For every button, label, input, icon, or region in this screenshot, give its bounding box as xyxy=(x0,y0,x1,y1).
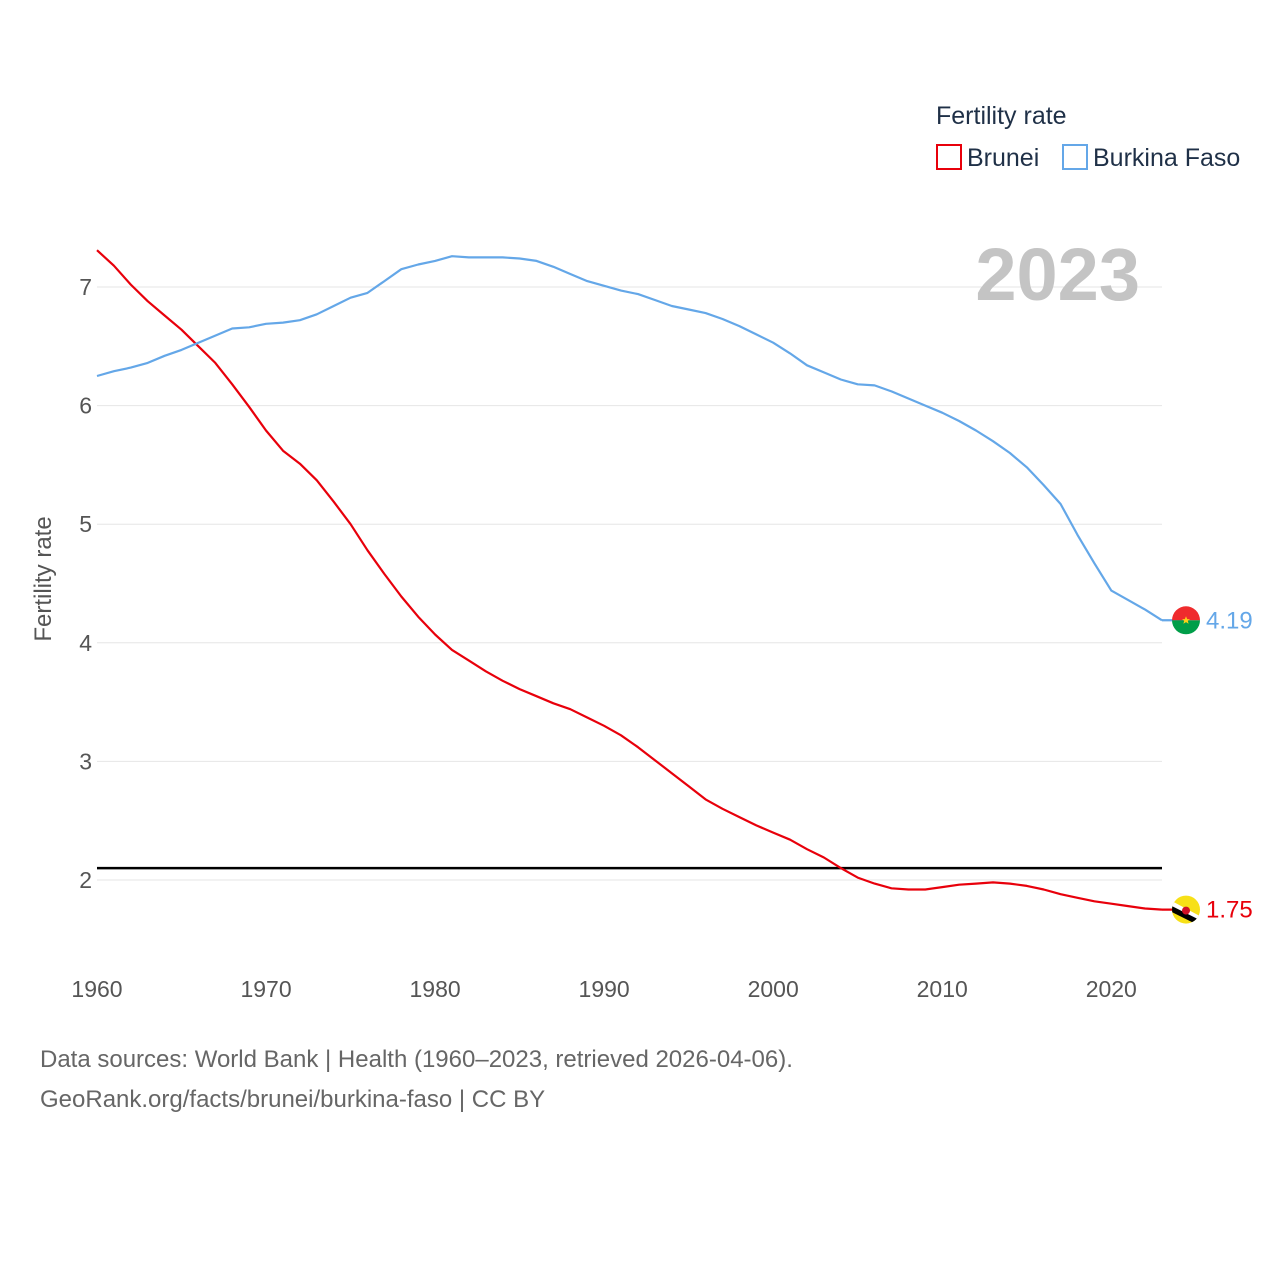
source-line: Data sources: World Bank | Health (1960–… xyxy=(40,1046,793,1073)
series-line-burkina-faso[interactable] xyxy=(96,255,1163,622)
series-line-brunei[interactable] xyxy=(96,249,1163,911)
y-tick-label: 6 xyxy=(79,393,92,419)
x-axis-ticks: 1960 1970 1980 1990 2000 2010 2020 xyxy=(71,976,1136,1002)
series-lines xyxy=(96,249,1186,911)
x-tick-label: 2000 xyxy=(748,976,799,1002)
brunei-flag-icon xyxy=(1172,895,1200,924)
source-url-line[interactable]: GeoRank.org/facts/brunei/burkina-faso | … xyxy=(40,1086,546,1113)
x-tick-label: 1970 xyxy=(240,976,291,1002)
y-axis-title: Fertility rate xyxy=(30,516,57,641)
legend-item-burkina-faso[interactable]: Burkina Faso xyxy=(1062,144,1240,172)
y-axis-ticks: 2 3 4 5 6 7 xyxy=(79,274,92,893)
legend-title: Fertility rate xyxy=(936,102,1067,130)
y-tick-label: 2 xyxy=(79,867,92,893)
legend-swatch-burkina-faso xyxy=(1062,144,1088,170)
legend-label-burkina-faso: Burkina Faso xyxy=(1093,144,1240,172)
legend-item-brunei[interactable]: Brunei xyxy=(936,144,1039,172)
y-tick-label: 7 xyxy=(79,274,92,300)
x-tick-label: 2020 xyxy=(1086,976,1137,1002)
x-tick-label: 1990 xyxy=(579,976,630,1002)
legend-swatch-brunei xyxy=(936,144,962,170)
end-value-label-burkina-faso: 4.19 xyxy=(1206,607,1253,634)
y-tick-label: 4 xyxy=(79,630,92,656)
x-tick-label: 1960 xyxy=(71,976,122,1002)
end-value-label-brunei: 1.75 xyxy=(1206,897,1253,924)
x-tick-label: 2010 xyxy=(917,976,968,1002)
grid-lines xyxy=(97,286,1162,881)
x-tick-label: 1980 xyxy=(410,976,461,1002)
y-tick-label: 5 xyxy=(79,511,92,537)
y-tick-label: 3 xyxy=(79,748,92,774)
legend: Fertility rate Brunei Burkina Faso xyxy=(936,102,1240,172)
year-label: 2023 xyxy=(975,233,1140,316)
legend-label-brunei: Brunei xyxy=(967,144,1039,172)
burkina-faso-flag-icon xyxy=(1172,606,1200,635)
